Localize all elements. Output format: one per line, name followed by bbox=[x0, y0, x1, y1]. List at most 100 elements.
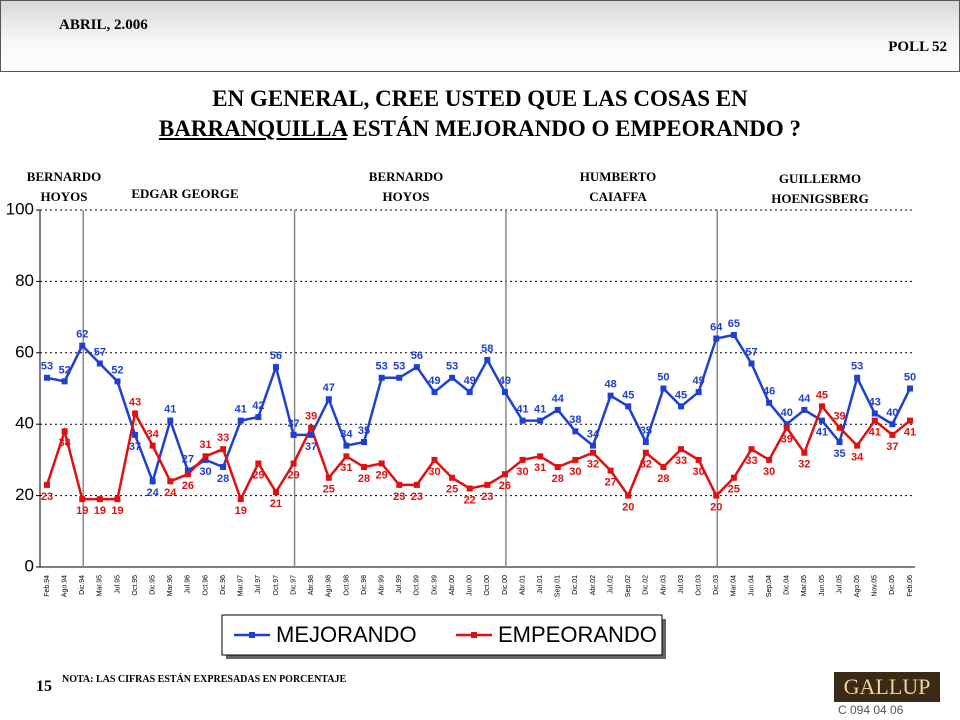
marker bbox=[889, 421, 896, 428]
data-label: 41 bbox=[534, 404, 546, 416]
data-label: 57 bbox=[94, 346, 106, 358]
x-tick-label: Dic.03 bbox=[713, 575, 720, 595]
marker bbox=[396, 374, 403, 381]
marker bbox=[907, 417, 913, 424]
data-label: 24 bbox=[164, 487, 177, 499]
data-label: 65 bbox=[728, 318, 740, 330]
annotation: BERNARDO bbox=[27, 169, 101, 184]
data-label: 35 bbox=[358, 425, 370, 437]
marker bbox=[730, 474, 737, 481]
marker bbox=[79, 342, 86, 349]
x-tick-label: Feb.94 bbox=[44, 575, 51, 597]
x-tick-label: Oct.98 bbox=[343, 575, 350, 596]
data-label: 41 bbox=[164, 404, 176, 416]
data-label: 30 bbox=[516, 466, 528, 478]
x-tick-label: Jun.00 bbox=[467, 575, 474, 596]
marker bbox=[466, 485, 473, 492]
data-label: 47 bbox=[323, 382, 335, 394]
data-label: 56 bbox=[270, 350, 282, 362]
data-label: 29 bbox=[287, 469, 299, 481]
marker bbox=[290, 431, 297, 438]
marker bbox=[255, 414, 262, 421]
x-tick-label: Abr.98 bbox=[308, 575, 315, 595]
marker bbox=[167, 417, 174, 424]
data-label: 39 bbox=[833, 411, 845, 423]
data-label: 30 bbox=[693, 466, 705, 478]
note: NOTA: LAS CIFRAS ESTÁN EXPRESADAS EN POR… bbox=[62, 674, 347, 685]
data-label: 52 bbox=[58, 364, 70, 376]
data-label: 43 bbox=[129, 396, 141, 408]
poll: POLL 52 bbox=[888, 39, 947, 55]
data-label: 53 bbox=[376, 361, 388, 373]
data-label: 33 bbox=[217, 432, 229, 444]
title-underlined: BARRANQUILLA bbox=[158, 116, 347, 141]
data-label: 50 bbox=[657, 371, 669, 383]
data-label: 25 bbox=[728, 484, 740, 496]
data-label: 64 bbox=[710, 321, 723, 333]
x-tick-label: Oct.97 bbox=[273, 575, 280, 596]
data-label: 39 bbox=[781, 434, 793, 446]
data-label: 28 bbox=[552, 473, 564, 485]
data-label: 28 bbox=[358, 473, 370, 485]
data-label: 49 bbox=[499, 375, 511, 387]
data-label: 20 bbox=[622, 502, 634, 514]
data-label: 34 bbox=[851, 452, 864, 464]
series-line bbox=[45, 403, 911, 503]
x-tick-label: Nov.05 bbox=[872, 575, 879, 597]
data-label: 53 bbox=[851, 361, 863, 373]
page-number: 15 bbox=[36, 678, 52, 695]
marker bbox=[695, 456, 702, 463]
data-label: 40 bbox=[781, 407, 793, 419]
data-label: 49 bbox=[428, 375, 440, 387]
marker bbox=[730, 331, 737, 338]
data-label: 19 bbox=[235, 505, 247, 517]
x-tick-label: Oct.96 bbox=[202, 575, 209, 596]
marker bbox=[396, 481, 403, 488]
data-label: 37 bbox=[129, 441, 141, 453]
data-label: 62 bbox=[76, 329, 88, 341]
data-label: 30 bbox=[428, 466, 440, 478]
marker bbox=[290, 460, 297, 467]
title: EN GENERAL, CREE USTED QUE LAS COSAS EN … bbox=[0, 84, 960, 144]
legend bbox=[221, 614, 663, 656]
data-label: 24 bbox=[147, 487, 160, 499]
x-tick-label: Dic.02 bbox=[643, 575, 650, 595]
marker bbox=[625, 492, 632, 499]
marker bbox=[202, 456, 209, 463]
marker bbox=[466, 389, 473, 396]
marker bbox=[431, 389, 438, 396]
marker bbox=[642, 439, 649, 446]
x-tick-label: Jul.05 bbox=[836, 575, 843, 594]
marker bbox=[854, 374, 861, 381]
marker bbox=[361, 439, 368, 446]
data-label: 42 bbox=[252, 400, 264, 412]
x-tick-label: Sep.02 bbox=[625, 575, 632, 597]
marker bbox=[378, 374, 385, 381]
x-tick-label: Abr.01 bbox=[519, 575, 526, 595]
marker bbox=[132, 431, 139, 438]
x-tick-label: Dic.99 bbox=[431, 575, 438, 595]
marker bbox=[713, 492, 720, 499]
marker bbox=[96, 360, 103, 367]
marker bbox=[79, 496, 86, 503]
x-tick-label: Ago.98 bbox=[326, 575, 333, 597]
x-tick-label: Ago.05 bbox=[854, 575, 861, 597]
marker bbox=[783, 421, 790, 428]
marker bbox=[836, 439, 843, 446]
x-tick-label: Jul.97 bbox=[255, 575, 262, 594]
annotation: HOENIGSBERG bbox=[771, 191, 869, 206]
marker bbox=[713, 335, 720, 342]
marker bbox=[871, 410, 878, 417]
data-label: 41 bbox=[904, 427, 916, 439]
marker bbox=[801, 449, 808, 456]
marker bbox=[537, 417, 544, 424]
x-tick-label: Mar.05 bbox=[801, 575, 808, 597]
marker bbox=[695, 389, 702, 396]
data-label: 48 bbox=[604, 379, 616, 391]
marker bbox=[44, 481, 50, 488]
marker bbox=[184, 471, 191, 478]
x-tick-label: Mar.95 bbox=[97, 575, 104, 597]
marker bbox=[766, 456, 773, 463]
